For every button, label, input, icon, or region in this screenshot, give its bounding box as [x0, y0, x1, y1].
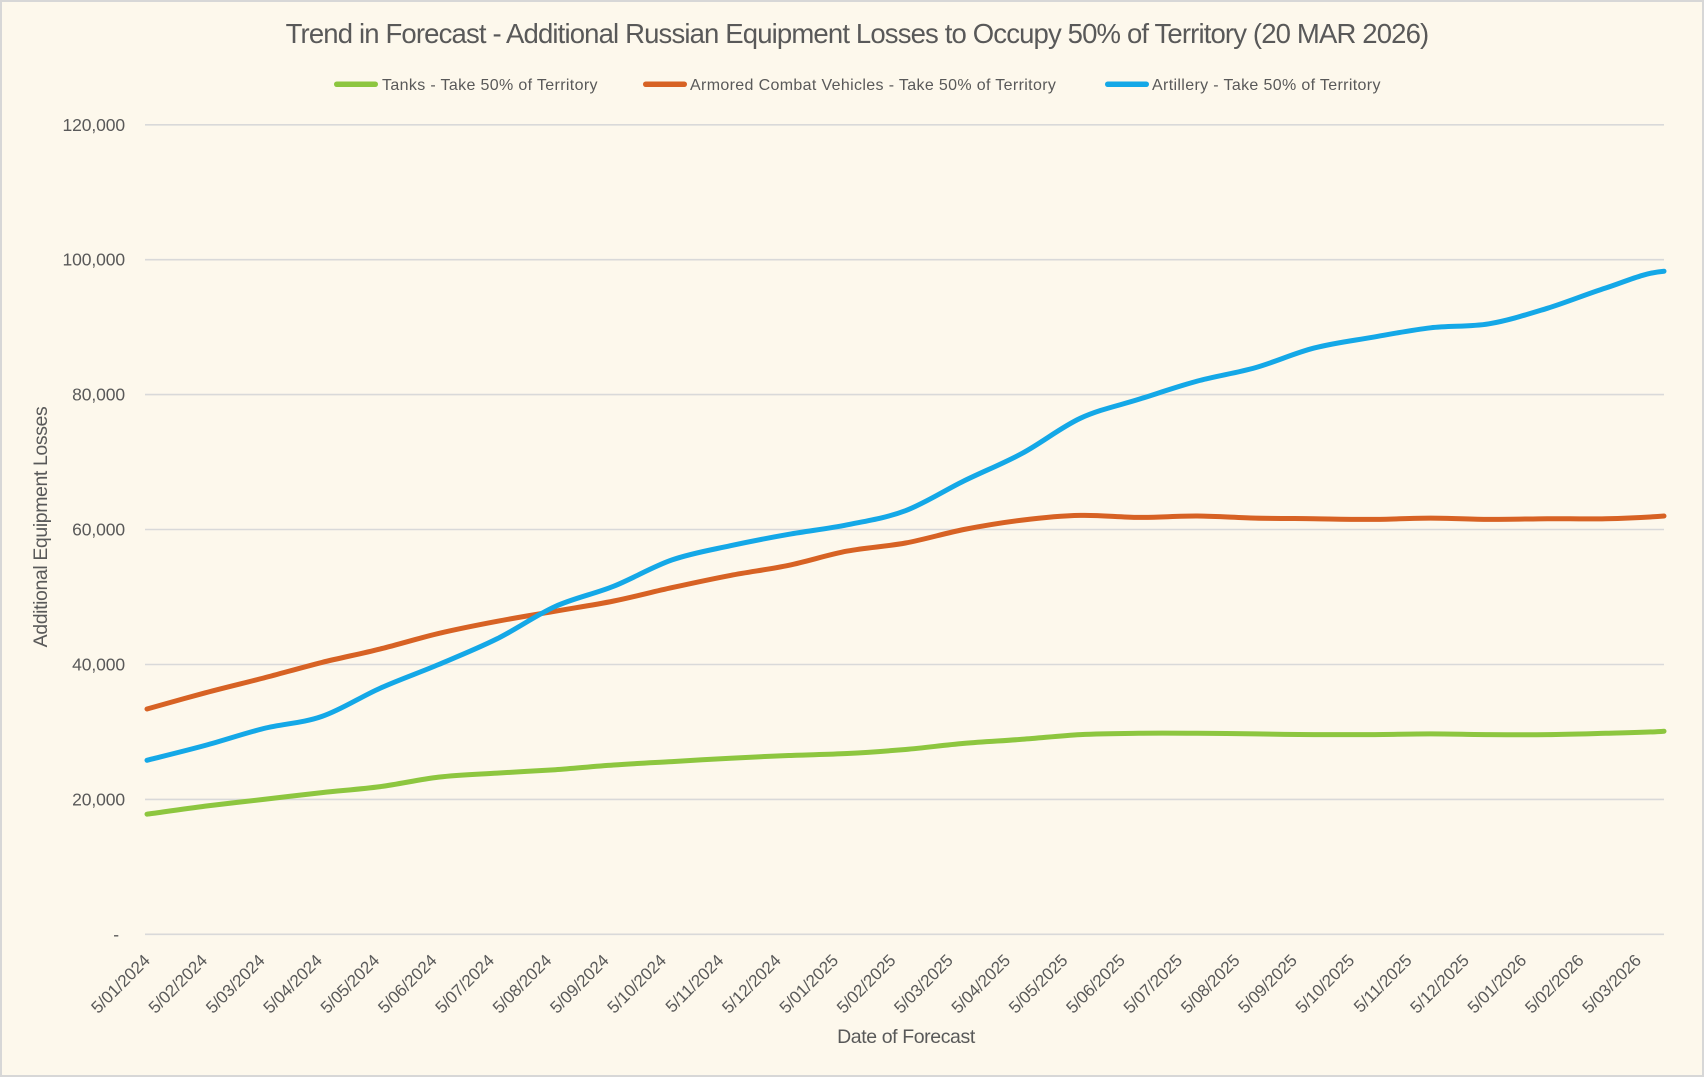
svg-text:Date of Forecast: Date of Forecast [837, 1026, 976, 1048]
svg-text:5/12/2025: 5/12/2025 [1407, 951, 1473, 1017]
svg-text:5/05/2024: 5/05/2024 [317, 951, 383, 1017]
svg-text:5/11/2024: 5/11/2024 [662, 951, 727, 1016]
svg-text:5/12/2024: 5/12/2024 [718, 951, 784, 1017]
svg-text:5/06/2025: 5/06/2025 [1063, 951, 1129, 1017]
svg-text:100,000: 100,000 [62, 250, 125, 270]
svg-text:5/03/2026: 5/03/2026 [1579, 951, 1645, 1017]
svg-text:5/01/2024: 5/01/2024 [88, 951, 154, 1017]
svg-text:5/07/2025: 5/07/2025 [1120, 951, 1186, 1017]
svg-text:20,000: 20,000 [72, 789, 125, 809]
svg-text:5/07/2024: 5/07/2024 [432, 951, 498, 1017]
svg-text:5/02/2026: 5/02/2026 [1521, 951, 1587, 1017]
svg-text:120,000: 120,000 [62, 115, 125, 135]
svg-text:Additional Equipment Losses: Additional Equipment Losses [30, 406, 52, 647]
svg-text:5/03/2025: 5/03/2025 [890, 951, 956, 1017]
svg-text:-: - [113, 924, 119, 944]
svg-text:5/04/2025: 5/04/2025 [948, 951, 1014, 1017]
svg-text:5/10/2025: 5/10/2025 [1292, 951, 1358, 1017]
svg-text:5/05/2025: 5/05/2025 [1005, 951, 1071, 1017]
svg-text:5/02/2024: 5/02/2024 [145, 951, 211, 1017]
svg-text:60,000: 60,000 [72, 520, 125, 540]
svg-text:5/01/2025: 5/01/2025 [776, 951, 842, 1017]
svg-text:80,000: 80,000 [72, 385, 125, 405]
svg-text:Trend in Forecast - Additional: Trend in Forecast - Additional Russian E… [286, 18, 1429, 49]
svg-text:5/10/2024: 5/10/2024 [604, 951, 670, 1017]
svg-text:5/09/2024: 5/09/2024 [546, 951, 612, 1017]
svg-text:40,000: 40,000 [72, 655, 125, 675]
svg-text:5/08/2025: 5/08/2025 [1177, 951, 1243, 1017]
svg-text:5/04/2024: 5/04/2024 [260, 951, 326, 1017]
svg-text:5/03/2024: 5/03/2024 [202, 951, 268, 1017]
svg-text:Artillery - Take 50% of Territ: Artillery - Take 50% of Territory [1152, 77, 1381, 94]
svg-text:5/01/2026: 5/01/2026 [1464, 951, 1530, 1017]
svg-text:5/06/2024: 5/06/2024 [374, 951, 440, 1017]
svg-text:5/02/2025: 5/02/2025 [833, 951, 899, 1017]
svg-text:5/09/2025: 5/09/2025 [1235, 951, 1301, 1017]
svg-text:5/08/2024: 5/08/2024 [489, 951, 555, 1017]
svg-text:Armored Combat Vehicles - Take: Armored Combat Vehicles - Take 50% of Te… [690, 77, 1056, 94]
svg-text:Tanks - Take 50% of Territory: Tanks - Take 50% of Territory [382, 77, 598, 94]
svg-text:5/11/2025: 5/11/2025 [1350, 951, 1415, 1016]
